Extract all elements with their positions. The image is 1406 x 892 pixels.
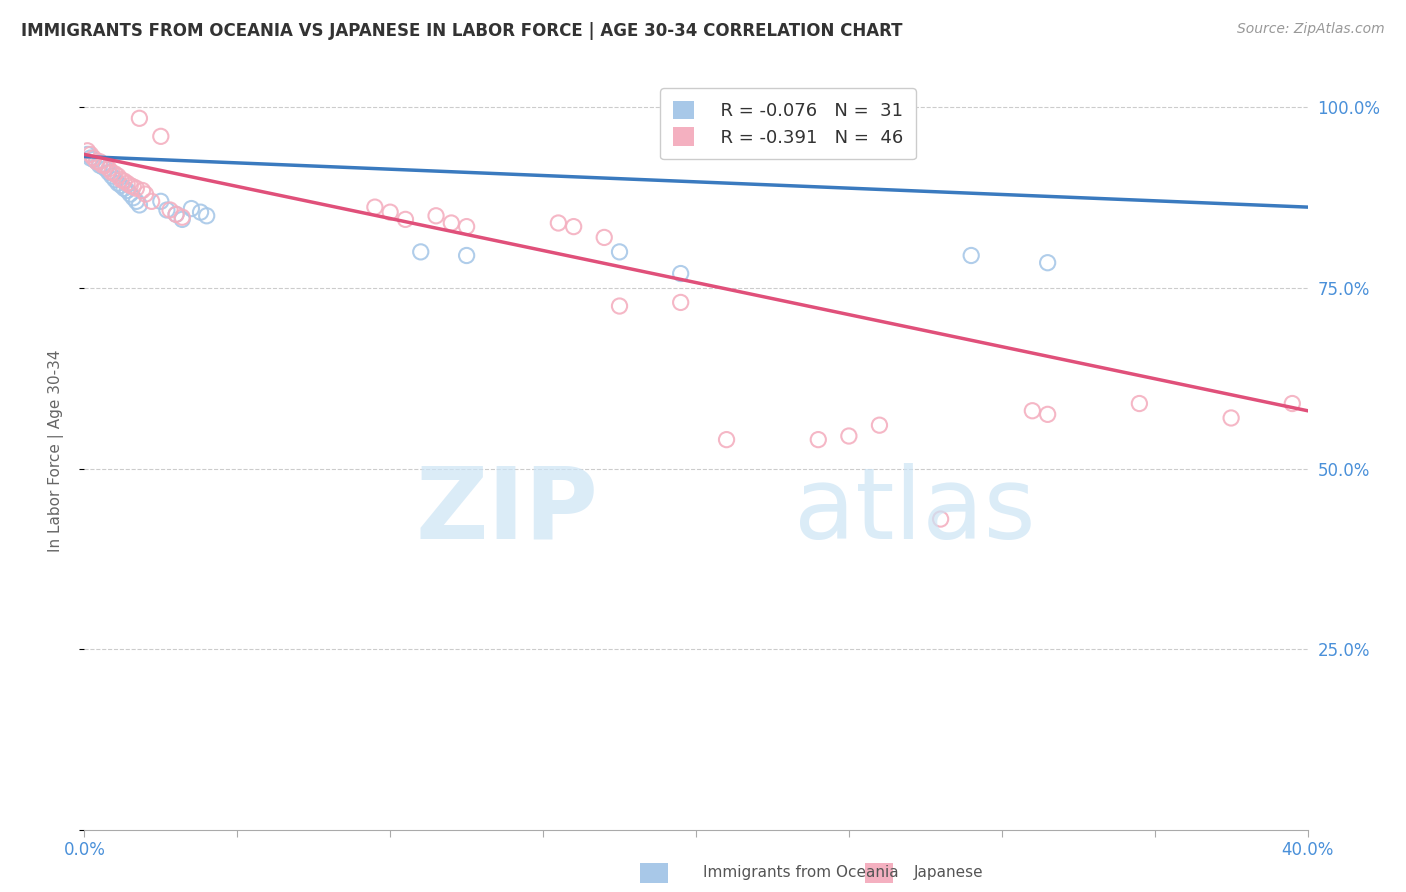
Point	[125, 194, 148, 209]
Point	[364, 200, 387, 214]
Point	[159, 202, 181, 217]
Point	[83, 153, 105, 167]
Text: ZIP: ZIP	[415, 463, 598, 559]
Point	[79, 147, 101, 161]
Legend:   R = -0.076   N =  31,   R = -0.391   N =  46: R = -0.076 N = 31, R = -0.391 N = 46	[659, 88, 915, 159]
Point	[115, 184, 138, 198]
Point	[94, 161, 117, 176]
Point	[122, 191, 145, 205]
Point	[79, 151, 101, 165]
Point	[807, 433, 830, 447]
Point	[456, 248, 478, 262]
Point	[112, 174, 135, 188]
Point	[125, 181, 148, 195]
Point	[960, 248, 983, 262]
Point	[107, 176, 129, 190]
Point	[76, 144, 98, 158]
Point	[112, 181, 135, 195]
Point	[929, 512, 952, 526]
Point	[1281, 396, 1303, 410]
Point	[669, 295, 692, 310]
Point	[195, 209, 218, 223]
Point	[86, 154, 108, 169]
Point	[128, 198, 150, 212]
Point	[94, 158, 117, 172]
Point	[89, 154, 111, 169]
Point	[409, 244, 432, 259]
Point	[97, 165, 120, 179]
Point	[156, 202, 179, 217]
Point	[1128, 396, 1150, 410]
Point	[165, 207, 187, 221]
Point	[1021, 403, 1043, 417]
Point	[838, 429, 860, 443]
Point	[440, 216, 463, 230]
Point	[107, 169, 129, 183]
Point	[149, 194, 172, 209]
Point	[190, 205, 212, 219]
Point	[456, 219, 478, 234]
Point	[110, 172, 132, 186]
Point	[1036, 408, 1059, 422]
Point	[609, 244, 631, 259]
Point	[104, 167, 127, 181]
Point	[110, 178, 132, 193]
Text: Japanese: Japanese	[914, 865, 984, 880]
Point	[120, 187, 142, 202]
Point	[101, 165, 124, 179]
Point	[131, 184, 153, 198]
Text: Immigrants from Oceania: Immigrants from Oceania	[703, 865, 898, 880]
Text: Source: ZipAtlas.com: Source: ZipAtlas.com	[1237, 22, 1385, 37]
Point	[1220, 411, 1243, 425]
Point	[91, 160, 114, 174]
Point	[609, 299, 631, 313]
Point	[141, 194, 163, 209]
Point	[669, 267, 692, 281]
Point	[716, 433, 738, 447]
Point	[122, 180, 145, 194]
Text: IMMIGRANTS FROM OCEANIA VS JAPANESE IN LABOR FORCE | AGE 30-34 CORRELATION CHART: IMMIGRANTS FROM OCEANIA VS JAPANESE IN L…	[21, 22, 903, 40]
Point	[172, 211, 194, 225]
Y-axis label: In Labor Force | Age 30-34: In Labor Force | Age 30-34	[48, 349, 63, 552]
Point	[869, 418, 891, 433]
Point	[101, 169, 124, 183]
Point	[128, 112, 150, 126]
Point	[180, 202, 202, 216]
Point	[149, 129, 172, 144]
Point	[115, 176, 138, 190]
Point	[165, 207, 187, 221]
Point	[547, 216, 569, 230]
Point	[120, 178, 142, 193]
Point	[91, 158, 114, 172]
Point	[394, 212, 416, 227]
Point	[380, 205, 402, 219]
Point	[104, 172, 127, 186]
Point	[172, 212, 194, 227]
Point	[562, 219, 585, 234]
Point	[76, 147, 98, 161]
Point	[425, 209, 447, 223]
Point	[135, 187, 157, 202]
Point	[1036, 256, 1059, 270]
Point	[86, 154, 108, 169]
Point	[97, 161, 120, 176]
Point	[83, 151, 105, 165]
Text: atlas: atlas	[794, 463, 1035, 559]
Point	[89, 158, 111, 172]
Point	[593, 230, 616, 244]
